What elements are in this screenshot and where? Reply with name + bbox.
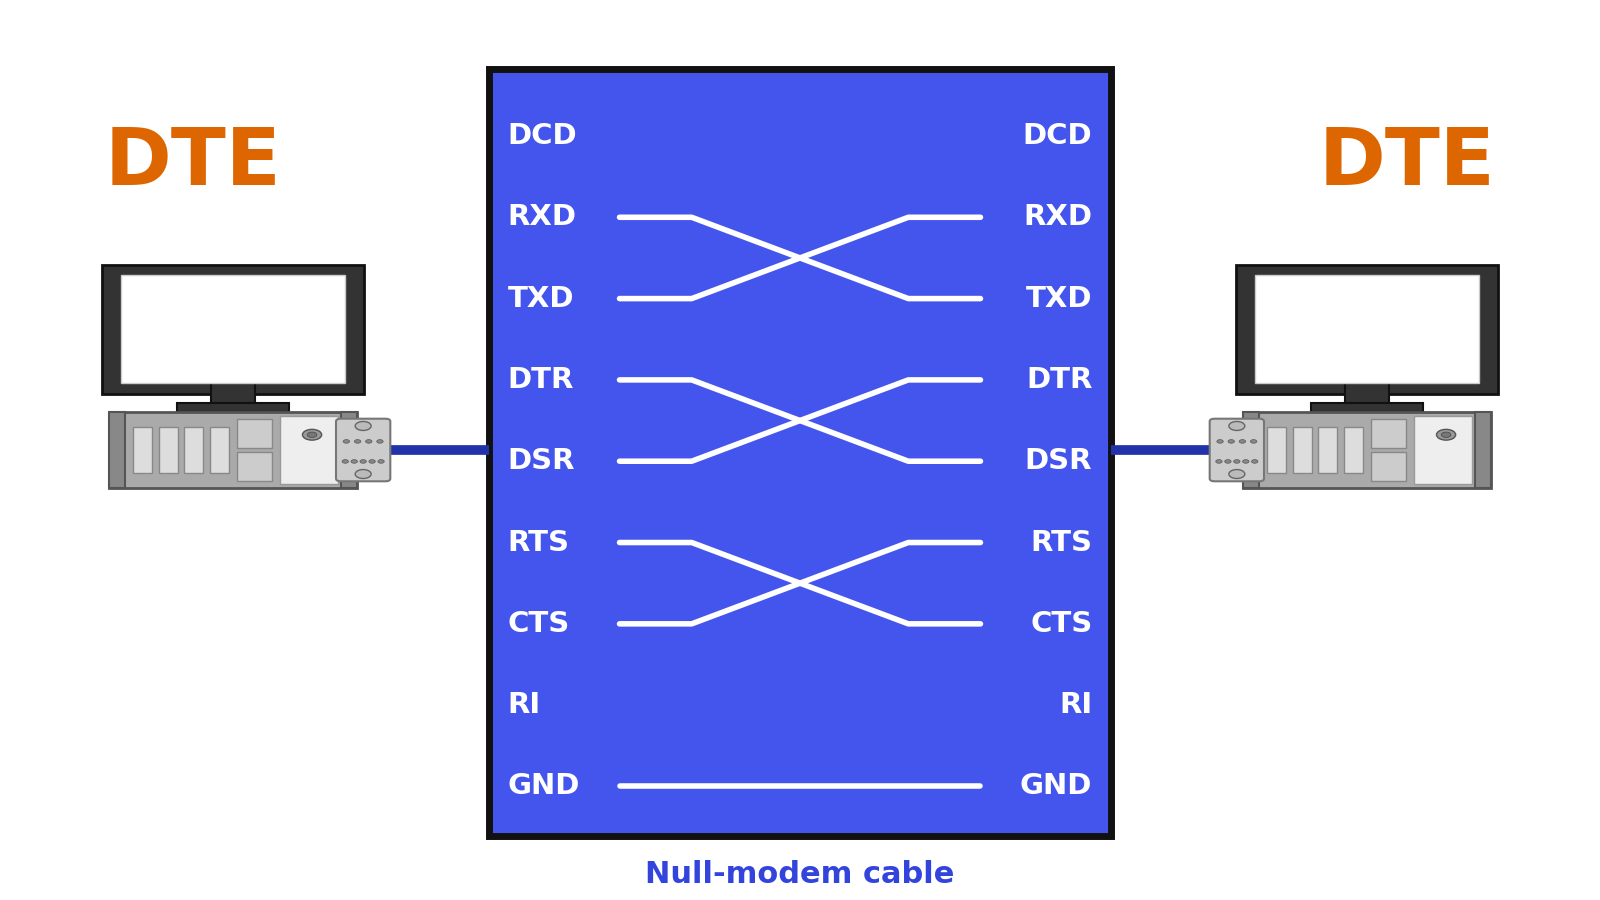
- Circle shape: [355, 470, 371, 479]
- FancyBboxPatch shape: [158, 428, 178, 473]
- Text: DTR: DTR: [1026, 366, 1093, 394]
- FancyBboxPatch shape: [133, 428, 152, 473]
- FancyBboxPatch shape: [280, 417, 338, 483]
- Text: GND: GND: [507, 772, 581, 800]
- Text: RTS: RTS: [507, 528, 570, 556]
- Circle shape: [1240, 439, 1246, 443]
- Circle shape: [342, 439, 349, 443]
- FancyBboxPatch shape: [336, 418, 390, 482]
- Text: DSR: DSR: [1024, 447, 1093, 475]
- Circle shape: [1218, 439, 1224, 443]
- FancyBboxPatch shape: [1243, 412, 1259, 488]
- Circle shape: [1442, 432, 1451, 437]
- Circle shape: [365, 439, 371, 443]
- Text: RXD: RXD: [1024, 203, 1093, 231]
- FancyBboxPatch shape: [109, 412, 357, 488]
- Text: RXD: RXD: [507, 203, 576, 231]
- FancyBboxPatch shape: [178, 403, 290, 412]
- FancyBboxPatch shape: [211, 383, 256, 403]
- FancyBboxPatch shape: [1243, 412, 1491, 488]
- FancyBboxPatch shape: [1237, 265, 1498, 394]
- FancyBboxPatch shape: [1310, 403, 1422, 412]
- Circle shape: [1229, 421, 1245, 430]
- FancyBboxPatch shape: [1475, 412, 1491, 488]
- Circle shape: [370, 460, 376, 464]
- Circle shape: [1224, 460, 1230, 464]
- Text: RI: RI: [1059, 691, 1093, 719]
- Text: DSR: DSR: [507, 447, 576, 475]
- FancyBboxPatch shape: [1344, 383, 1389, 403]
- FancyBboxPatch shape: [184, 428, 203, 473]
- Circle shape: [307, 432, 317, 437]
- Text: DTR: DTR: [507, 366, 574, 394]
- Circle shape: [1251, 460, 1258, 464]
- FancyBboxPatch shape: [1267, 428, 1286, 473]
- FancyBboxPatch shape: [102, 265, 363, 394]
- Circle shape: [1251, 439, 1258, 443]
- Text: Null-modem cable: Null-modem cable: [645, 860, 955, 889]
- FancyBboxPatch shape: [1344, 428, 1363, 473]
- FancyBboxPatch shape: [109, 412, 125, 488]
- FancyBboxPatch shape: [341, 412, 357, 488]
- Text: DTE: DTE: [104, 124, 282, 202]
- Circle shape: [1229, 439, 1235, 443]
- FancyBboxPatch shape: [488, 68, 1112, 836]
- Text: TXD: TXD: [507, 284, 574, 312]
- Circle shape: [360, 460, 366, 464]
- Text: CTS: CTS: [507, 610, 570, 638]
- FancyBboxPatch shape: [210, 428, 229, 473]
- Text: RTS: RTS: [1030, 528, 1093, 556]
- Text: RI: RI: [507, 691, 541, 719]
- FancyBboxPatch shape: [237, 419, 272, 448]
- Circle shape: [1234, 460, 1240, 464]
- FancyBboxPatch shape: [1318, 428, 1338, 473]
- Circle shape: [354, 439, 360, 443]
- Circle shape: [376, 439, 382, 443]
- Circle shape: [342, 460, 349, 464]
- Circle shape: [355, 421, 371, 430]
- Text: DCD: DCD: [507, 122, 578, 150]
- Text: TXD: TXD: [1026, 284, 1093, 312]
- FancyBboxPatch shape: [1371, 419, 1406, 448]
- FancyBboxPatch shape: [1293, 428, 1312, 473]
- FancyBboxPatch shape: [1256, 275, 1478, 383]
- Circle shape: [1216, 460, 1222, 464]
- Text: DTE: DTE: [1318, 124, 1496, 202]
- Circle shape: [1243, 460, 1250, 464]
- Circle shape: [378, 460, 384, 464]
- FancyBboxPatch shape: [1210, 418, 1264, 482]
- Text: CTS: CTS: [1030, 610, 1093, 638]
- Text: DCD: DCD: [1022, 122, 1093, 150]
- FancyBboxPatch shape: [1414, 417, 1472, 483]
- FancyBboxPatch shape: [122, 275, 344, 383]
- Circle shape: [350, 460, 357, 464]
- FancyBboxPatch shape: [237, 452, 272, 481]
- Circle shape: [302, 429, 322, 440]
- Circle shape: [1437, 429, 1456, 440]
- Text: GND: GND: [1019, 772, 1093, 800]
- Circle shape: [1229, 470, 1245, 479]
- FancyBboxPatch shape: [1371, 452, 1406, 481]
